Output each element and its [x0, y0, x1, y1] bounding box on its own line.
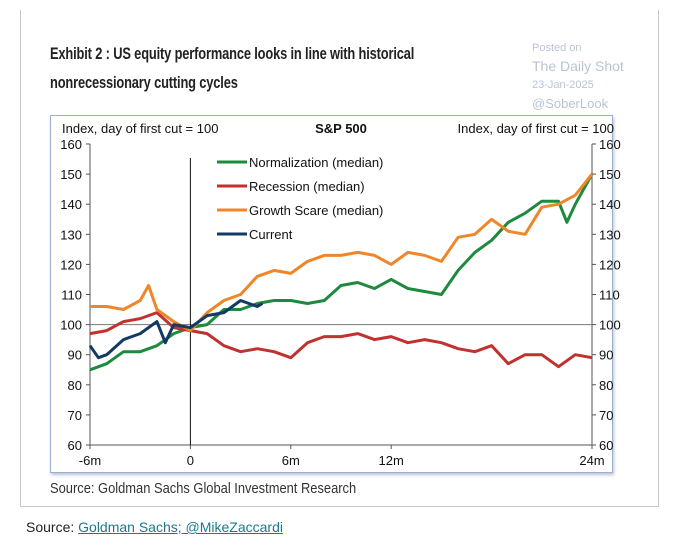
- y-tick-label-left: 80: [68, 378, 82, 393]
- footer-source: Source: Goldman Sachs; @MikeZaccardi: [26, 519, 283, 535]
- y-tick-label-left: 90: [68, 348, 82, 363]
- y-tick-label-right: 140: [599, 197, 621, 212]
- legend-label: Recession (median): [249, 179, 365, 194]
- source-link[interactable]: Goldman Sachs; @MikeZaccardi: [78, 519, 283, 535]
- x-tick-label: 0: [187, 453, 194, 468]
- x-tick-label: 24m: [579, 453, 604, 468]
- y-tick-label-left: 160: [60, 137, 82, 152]
- y-tick-label-left: 60: [68, 438, 82, 453]
- series-line-normalization-median: [89, 173, 594, 372]
- series-line-growth-scare-median: [90, 173, 594, 333]
- y-tick-label-left: 150: [60, 167, 82, 182]
- watermark-handle: @SoberLook: [532, 96, 609, 111]
- y-tick-label-left: 70: [68, 408, 82, 423]
- y-tick-label-left: 120: [60, 257, 82, 272]
- chart-source: Source: Goldman Sachs Global Investment …: [50, 480, 357, 497]
- watermark-posted-on: Posted on: [532, 42, 582, 54]
- x-tick-label: 12m: [379, 453, 404, 468]
- y-tick-label-left: 110: [61, 288, 82, 303]
- watermark-date: 23-Jan-2025: [532, 79, 594, 91]
- y-tick-label-right: 90: [599, 348, 613, 363]
- title-line-1: Exhibit 2 : US equity performance looks …: [50, 45, 415, 63]
- chart-title: S&P 500: [315, 121, 367, 136]
- legend-label: Growth Scare (median): [249, 203, 383, 218]
- y-tick-label-right: 160: [599, 137, 621, 152]
- y-tick-label-left: 130: [60, 227, 82, 242]
- y-tick-label-right: 120: [599, 257, 621, 272]
- series-line-current: [88, 299, 264, 360]
- y-tick-label-right: 60: [599, 438, 613, 453]
- y-tick-label-left: 140: [60, 197, 82, 212]
- legend-label: Current: [249, 227, 293, 242]
- ylabel-right: Index, day of first cut = 100: [458, 121, 614, 136]
- x-tick-label: -6m: [79, 453, 101, 468]
- chart-card: [20, 10, 659, 507]
- y-tick-label-right: 100: [599, 318, 621, 333]
- source-label: Source:: [26, 519, 75, 535]
- exhibit-title: Exhibit 2 : US equity performance looks …: [50, 40, 414, 98]
- y-tick-label-right: 70: [599, 408, 613, 423]
- x-tick-label: 6m: [282, 453, 300, 468]
- legend-label: Normalization (median): [249, 155, 383, 170]
- y-tick-label-right: 150: [599, 167, 621, 182]
- y-tick-label-left: 100: [60, 318, 82, 333]
- watermark-brand: The Daily Shot: [532, 58, 624, 74]
- ylabel-left: Index, day of first cut = 100: [62, 121, 218, 136]
- y-tick-label-right: 80: [599, 378, 613, 393]
- y-tick-label-right: 130: [599, 227, 621, 242]
- title-line-2: nonrecessionary cutting cycles: [50, 74, 238, 92]
- y-tick-label-right: 110: [599, 288, 620, 303]
